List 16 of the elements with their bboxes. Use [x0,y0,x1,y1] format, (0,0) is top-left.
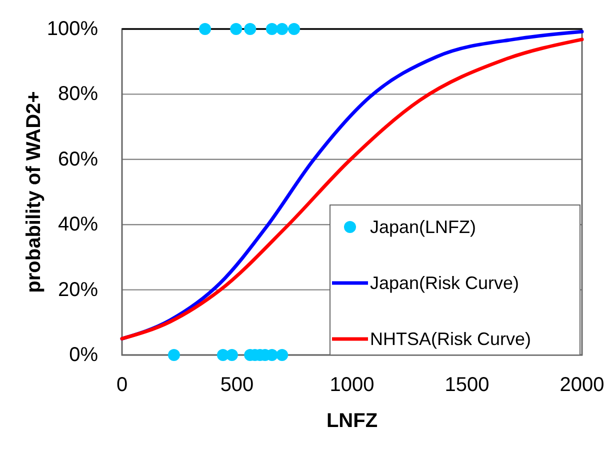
x-tick-label: 2000 [560,374,604,396]
x-tick-label: 1000 [330,374,374,396]
y-tick-label: 40% [58,214,98,236]
x-tick-label: 1500 [444,374,490,396]
legend-label: NHTSA(Risk Curve) [370,329,532,349]
y-tick-label: 60% [58,148,98,170]
x-tick-label: 0 [116,374,128,396]
y-tick-label: 80% [58,83,98,106]
x-axis-title: LNFZ [326,410,378,432]
y-axis-title: probability of WAD2+ [23,91,45,293]
legend-label: Japan(LNFZ) [370,217,476,237]
y-tick-label: 0% [69,344,98,366]
legend-label: Japan(Risk Curve) [370,273,520,293]
y-tick-label: 20% [58,278,98,301]
y-tick-label: 100% [46,18,98,40]
x-tick-label: 500 [220,374,254,396]
